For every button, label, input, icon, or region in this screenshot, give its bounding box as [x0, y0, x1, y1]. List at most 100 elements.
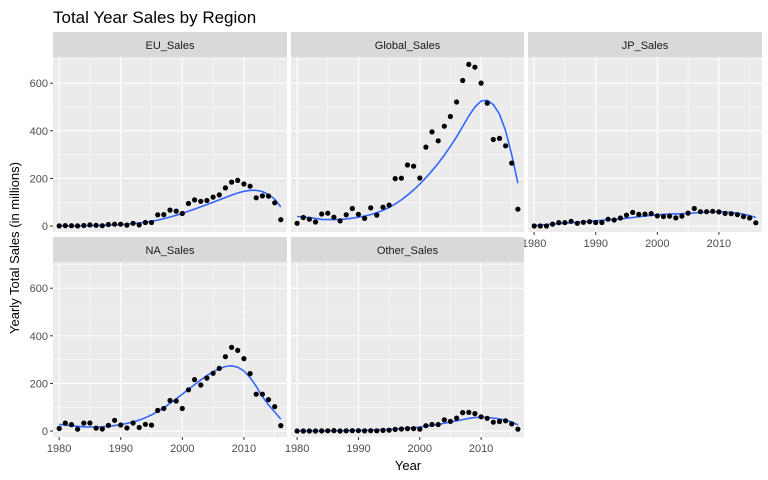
data-point: [247, 183, 253, 189]
data-point: [355, 211, 361, 217]
data-point: [605, 216, 611, 222]
y-tick-label: 0: [42, 221, 48, 233]
data-point: [294, 428, 300, 434]
x-axis-title: Year: [395, 458, 422, 473]
panel-na-sales: NA_Sales 0 200 400 600 1980 1990 2000 2010: [30, 237, 287, 455]
data-point: [81, 222, 87, 229]
data-point: [124, 425, 130, 431]
facet-strip-label: Other_Sales: [377, 245, 439, 257]
data-point: [454, 99, 460, 105]
data-point: [62, 420, 68, 426]
data-point: [587, 219, 593, 225]
data-point: [161, 405, 167, 412]
panel-global-sales: Global_Sales: [291, 32, 524, 232]
data-point: [272, 200, 278, 206]
data-point: [691, 205, 697, 212]
data-point: [362, 215, 368, 221]
x-tick-label: 2000: [170, 443, 194, 455]
panel-background: [528, 57, 762, 232]
data-point: [503, 418, 509, 424]
y-tick-label: 600: [30, 78, 48, 90]
data-point: [278, 217, 284, 223]
data-point: [593, 219, 599, 226]
data-point: [331, 214, 337, 220]
facet-strip-label: JP_Sales: [622, 40, 669, 52]
panel-background: [291, 57, 524, 232]
data-point: [398, 426, 404, 432]
data-point: [155, 407, 161, 413]
data-point: [99, 223, 105, 229]
data-point: [343, 212, 349, 218]
panel-background: [53, 262, 287, 437]
data-point: [173, 398, 179, 404]
data-point: [93, 222, 99, 228]
data-point: [368, 428, 374, 434]
data-point: [515, 426, 521, 432]
data-point: [75, 426, 81, 432]
data-point: [710, 208, 716, 214]
data-point: [349, 428, 355, 434]
data-point: [105, 422, 111, 428]
panel-jp-sales: JP_Sales 1980 1990 2000 2010: [522, 32, 762, 250]
data-point: [222, 185, 228, 191]
data-point: [537, 223, 543, 229]
data-point: [148, 219, 155, 226]
data-point: [441, 417, 447, 423]
data-point: [229, 344, 235, 350]
data-point: [466, 61, 472, 67]
data-point: [617, 215, 624, 221]
data-point: [679, 213, 685, 219]
data-point: [648, 211, 654, 217]
data-point: [435, 421, 441, 428]
data-point: [337, 218, 343, 224]
data-point: [472, 64, 478, 70]
panel-eu-sales: EU_Sales 0 200 400 600: [30, 32, 287, 233]
facet-strip: [53, 32, 287, 57]
data-point: [229, 179, 235, 185]
data-point: [253, 391, 259, 397]
facet-strip: [53, 237, 287, 262]
data-point: [167, 207, 173, 213]
x-tick-label: 2000: [408, 443, 432, 455]
facet-strip-label: Global_Sales: [375, 40, 441, 52]
data-point: [312, 428, 319, 434]
data-point: [355, 428, 361, 434]
data-point: [636, 211, 642, 217]
data-point: [87, 222, 93, 228]
data-point: [253, 195, 259, 201]
data-point: [386, 202, 392, 208]
data-point: [148, 422, 155, 428]
data-point: [325, 428, 331, 434]
data-point: [478, 414, 484, 420]
data-point: [753, 220, 759, 226]
data-point: [466, 409, 472, 415]
data-point: [697, 209, 704, 215]
data-point: [429, 129, 435, 135]
chart-title: Total Year Sales by Region: [53, 8, 256, 27]
data-point: [580, 219, 587, 225]
data-point: [259, 391, 265, 397]
data-point: [531, 223, 537, 229]
facet-strip: [291, 237, 524, 262]
panel-background: [291, 262, 524, 437]
data-point: [423, 423, 429, 429]
data-point: [185, 200, 192, 207]
data-point: [374, 212, 380, 218]
data-point: [496, 135, 503, 141]
data-point: [99, 426, 105, 432]
data-point: [673, 215, 679, 221]
data-point: [362, 428, 368, 434]
data-point: [185, 387, 192, 393]
data-point: [503, 143, 509, 149]
data-point: [241, 181, 247, 187]
data-point: [130, 220, 136, 226]
facet-strip-label: NA_Sales: [146, 245, 195, 257]
data-point: [142, 421, 148, 427]
data-point: [515, 206, 521, 212]
data-point: [161, 212, 167, 218]
data-point: [167, 397, 173, 404]
data-point: [484, 100, 490, 106]
data-point: [509, 160, 515, 166]
data-point: [404, 426, 411, 432]
data-point: [173, 208, 179, 214]
